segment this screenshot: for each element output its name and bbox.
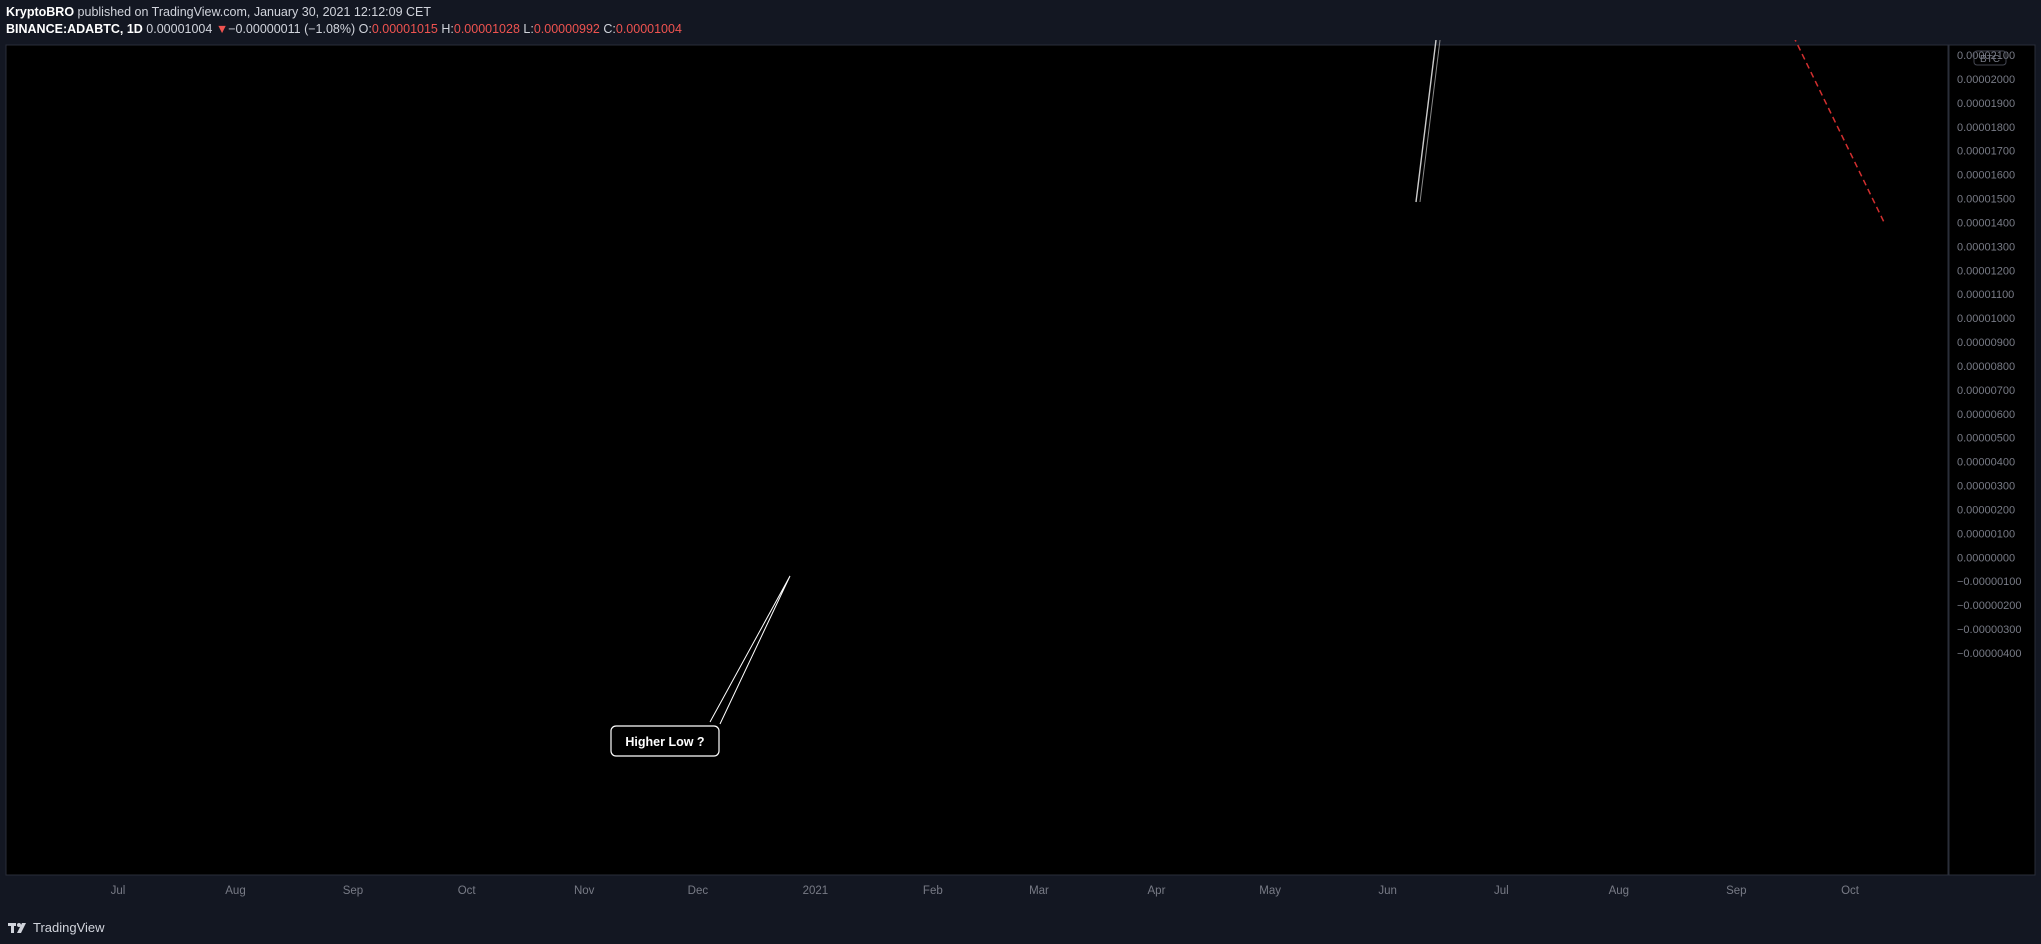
callout-pointer — [709, 575, 791, 725]
x-tick-label: 2021 — [803, 885, 829, 897]
callout-box — [610, 725, 720, 757]
y-tick-label: 0.00001200 — [1957, 265, 2015, 277]
x-tick-label: Apr — [1148, 885, 1166, 897]
y-tick-label: 0.00000300 — [1957, 481, 2015, 493]
y-tick-label: 0.00001800 — [1957, 122, 2015, 134]
chart-header: KryptoBRO published on TradingView.com, … — [0, 0, 2041, 40]
x-tick-label: Sep — [1726, 885, 1746, 897]
tradingview-brand[interactable]: TradingView — [33, 920, 105, 935]
plot-area[interactable] — [5, 44, 1949, 876]
open-label: O: — [358, 22, 372, 36]
price-chart[interactable]: 0.751 support base 2020 high0.00001594qu… — [0, 40, 2041, 912]
x-tick-label: Feb — [923, 885, 943, 897]
x-tick-label: Oct — [1841, 885, 1860, 897]
x-tick-label: Jul — [111, 885, 126, 897]
high-label: H: — [441, 22, 454, 36]
y-tick-label: 0.00001000 — [1957, 313, 2015, 325]
y-tick-label: 0.00001600 — [1957, 170, 2015, 182]
y-tick-label: −0.00000200 — [1957, 600, 2022, 612]
y-tick-label: 0.00002100 — [1957, 50, 2015, 62]
price-change: −0.00000011 (−1.08%) — [228, 22, 356, 36]
y-tick-label: −0.00000100 — [1957, 576, 2022, 588]
currency-badge-label: BTC — [1980, 54, 2000, 65]
x-tick-label: Jul — [1494, 885, 1509, 897]
symbol-line: BINANCE:ADABTC, 1D 0.00001004 ▼−0.000000… — [6, 21, 682, 37]
y-tick-label: 0.00001100 — [1957, 289, 2014, 301]
y-tick-label: 0.00000500 — [1957, 433, 2015, 445]
y-tick-label: 0.00001400 — [1957, 217, 2015, 229]
y-tick-label: 0.00001700 — [1957, 146, 2015, 158]
y-tick-label: 0.00000000 — [1957, 552, 2015, 564]
low-value: 0.00000992 — [533, 22, 600, 36]
y-tick-label: 0.00000800 — [1957, 361, 2015, 373]
x-tick-label: May — [1259, 885, 1281, 897]
y-tick-label: −0.00000300 — [1957, 624, 2022, 636]
y-tick-label: 0.00000200 — [1957, 504, 2015, 516]
published-text: published on TradingView.com, January 30… — [77, 5, 432, 19]
price-axis[interactable] — [1948, 44, 2036, 876]
y-tick-label: 0.00000700 — [1957, 385, 2015, 397]
y-tick-label: 0.00001500 — [1957, 194, 2015, 206]
close-label: C: — [603, 22, 616, 36]
last-price: 0.00001004 — [146, 22, 213, 36]
currency-badge-frame — [1973, 50, 2007, 66]
drawn-line — [1415, 40, 1437, 203]
x-tick-label: Oct — [458, 885, 477, 897]
x-tick-label: Jun — [1378, 885, 1397, 897]
y-tick-label: 0.00001300 — [1957, 241, 2015, 253]
drawn-line — [1419, 40, 1441, 203]
y-tick-label: 0.00000900 — [1957, 337, 2015, 349]
x-tick-label: Aug — [225, 885, 245, 897]
symbol-name[interactable]: BINANCE:ADABTC, 1D — [6, 22, 143, 36]
y-tick-label: 0.00000400 — [1957, 457, 2015, 469]
tradingview-logo-icon — [8, 923, 26, 933]
author-name[interactable]: KryptoBRO — [6, 5, 75, 19]
publish-line: KryptoBRO published on TradingView.com, … — [6, 4, 431, 20]
change-arrow-icon: ▼ — [215, 22, 229, 36]
y-tick-label: 0.00001900 — [1957, 98, 2015, 110]
low-label: L: — [523, 22, 534, 36]
high-value: 0.00001028 — [453, 22, 520, 36]
x-tick-label: Aug — [1609, 885, 1629, 897]
x-tick-label: Sep — [343, 885, 363, 897]
callout-text: Higher Low ? — [625, 735, 704, 749]
axes: 0.00002100 0.00002000 0.00001900 0.00001800… — [111, 50, 2022, 897]
annotations: Higher Low ? — [610, 40, 1441, 757]
y-tick-label: 0.00002000 — [1957, 74, 2015, 86]
currency-badge: BTC — [1973, 50, 2007, 66]
close-value: 0.00001004 — [615, 22, 682, 36]
y-tick-label: 0.00000100 — [1957, 528, 2015, 540]
x-tick-label: Dec — [688, 885, 709, 897]
footer: TradingView — [0, 912, 2041, 944]
y-tick-label: 0.00000600 — [1957, 409, 2015, 421]
y-tick-label: −0.00000400 — [1957, 648, 2022, 660]
open-value: 0.00001015 — [371, 22, 438, 36]
x-tick-label: Nov — [574, 885, 595, 897]
x-tick-label: Mar — [1029, 885, 1049, 897]
